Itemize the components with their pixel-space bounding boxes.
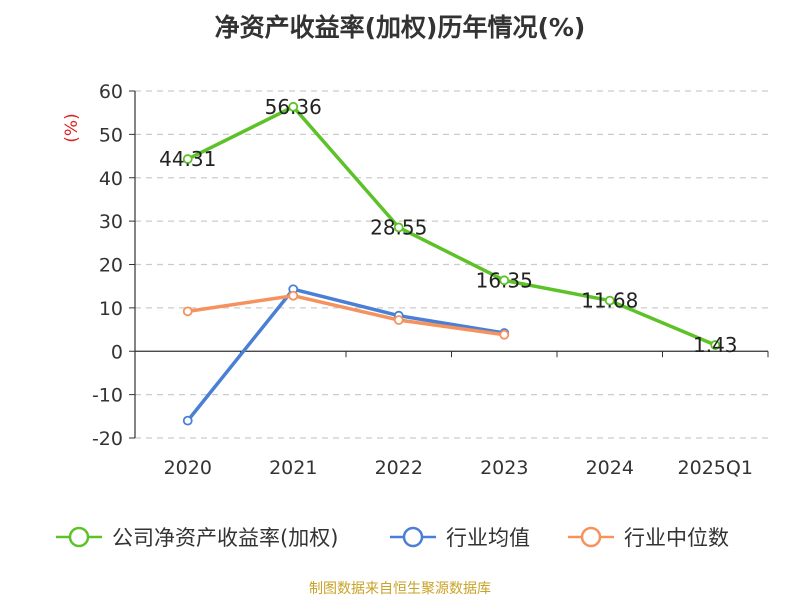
x-tick-label-2: 2022 bbox=[375, 457, 423, 479]
x-tick-label-1: 2021 bbox=[269, 457, 317, 479]
grid-lines bbox=[135, 90, 768, 439]
y-tick-label-4: 20 bbox=[99, 255, 123, 277]
x-tick-label-5: 2025Q1 bbox=[678, 457, 753, 479]
legend-label-0: 公司净资产收益率(加权) bbox=[112, 526, 338, 550]
legend: 公司净资产收益率(加权) 行业均值 行业中位数 bbox=[56, 526, 729, 550]
legend-swatch-marker-1 bbox=[402, 526, 424, 548]
legend-label-2: 行业中位数 bbox=[624, 526, 729, 550]
y-axis-label: (%) bbox=[62, 113, 82, 142]
series-0-point-2 bbox=[393, 222, 404, 233]
legend-swatch-marker-2 bbox=[580, 526, 602, 548]
series-1-point-0 bbox=[182, 415, 193, 426]
data-label-0-0: 44.31 bbox=[159, 147, 216, 171]
y-tick-label-6: 0 bbox=[111, 341, 123, 363]
series-0-point-1 bbox=[288, 101, 299, 112]
series-0-point-0 bbox=[182, 154, 193, 164]
source-note: 制图数据来自恒生聚源数据库 bbox=[309, 581, 491, 597]
y-tick-label-5: 10 bbox=[99, 298, 123, 320]
series-2-point-0 bbox=[182, 306, 193, 317]
x-tick-label-0: 2020 bbox=[164, 457, 212, 479]
data-label-0-3: 16.35 bbox=[476, 268, 533, 292]
y-tick-label-1: 50 bbox=[99, 124, 123, 146]
series-line-2 bbox=[187, 293, 505, 337]
data-label-0-2: 28.55 bbox=[370, 215, 427, 239]
y-tick-label-2: 40 bbox=[99, 168, 123, 190]
data-label-0-1: 56.36 bbox=[265, 95, 322, 119]
series-line-1 bbox=[186, 287, 505, 422]
series-0-point-5 bbox=[710, 340, 721, 350]
series-2-point-2 bbox=[393, 315, 404, 325]
data-labels: 44.31 56.36 28.55 16.35 11.68 1.43 bbox=[159, 95, 737, 357]
x-tick-label-3: 2023 bbox=[480, 457, 528, 479]
axes: 60 50 40 30 20 10 0 -10 -20 2020 2021 2022 2023 2024 2… bbox=[92, 81, 769, 479]
series-line-0 bbox=[186, 105, 716, 347]
x-tick-label-4: 2024 bbox=[586, 457, 634, 479]
series-layer bbox=[182, 101, 721, 426]
y-tick-label-0: 60 bbox=[99, 81, 123, 103]
data-label-0-5: 1.43 bbox=[693, 333, 738, 357]
chart-title: 净资产收益率(加权)历年情况(%) bbox=[214, 13, 586, 42]
legend-label-1: 行业均值 bbox=[446, 526, 530, 550]
series-2-point-1 bbox=[288, 290, 299, 301]
data-label-0-4: 11.68 bbox=[581, 289, 638, 313]
legend-swatch-marker-0 bbox=[68, 526, 90, 548]
series-0-point-4 bbox=[604, 295, 615, 306]
y-tick-label-3: 30 bbox=[99, 211, 123, 233]
y-tick-label-7: -10 bbox=[92, 385, 123, 407]
y-tick-label-8: -20 bbox=[92, 428, 123, 450]
series-2-point-3 bbox=[499, 329, 510, 340]
series-0-point-3 bbox=[499, 275, 510, 286]
